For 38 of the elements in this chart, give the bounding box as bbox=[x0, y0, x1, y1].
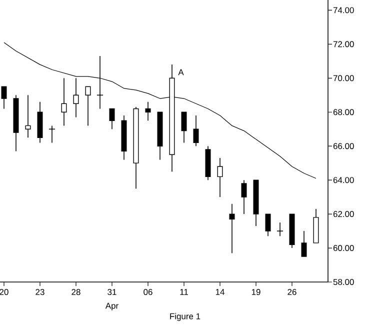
x-axis-title: Figure 1 bbox=[170, 313, 200, 321]
x-tick-label: 28 bbox=[72, 289, 80, 296]
y-tick-label: 72.00 bbox=[333, 41, 354, 48]
y-tick-label: 62.00 bbox=[333, 211, 354, 218]
x-tick-label: 06 bbox=[144, 289, 152, 296]
candlestick bbox=[145, 102, 151, 122]
x-tick-label: 26 bbox=[288, 289, 296, 296]
text: Apr bbox=[105, 302, 118, 310]
candlestick bbox=[109, 108, 115, 130]
annotation: A bbox=[178, 69, 184, 76]
candlestick bbox=[193, 115, 199, 146]
candlestick bbox=[25, 94, 31, 138]
y-tick-label: 68.00 bbox=[333, 109, 354, 116]
candlestick bbox=[301, 230, 307, 257]
candlestick bbox=[61, 78, 67, 126]
y-tick-label: 58.00 bbox=[333, 279, 354, 285]
candlestick bbox=[217, 158, 223, 198]
y-tick-label: 66.00 bbox=[333, 143, 354, 150]
candlestick bbox=[181, 112, 187, 144]
x-tick-label: 14 bbox=[216, 289, 224, 295]
candlestick bbox=[229, 203, 235, 254]
candlestick bbox=[265, 214, 271, 237]
candlestick bbox=[96, 56, 104, 110]
y-tick-label: 74.00 bbox=[333, 7, 354, 14]
x-tick-label: 23 bbox=[36, 289, 44, 296]
y-tick-label: 70.00 bbox=[333, 75, 354, 82]
candlestick bbox=[276, 222, 284, 237]
x-tick-label: 19 bbox=[252, 289, 260, 296]
candlestick bbox=[73, 78, 79, 118]
x-tick-label: 31 bbox=[108, 289, 116, 296]
x-tick-label: 20 bbox=[0, 289, 8, 296]
candlestick bbox=[1, 86, 7, 110]
y-tick-label: 60.00 bbox=[333, 245, 354, 252]
candlestick bbox=[241, 180, 247, 214]
candlestick bbox=[48, 125, 56, 144]
candlestick bbox=[85, 86, 91, 126]
y-tick-label: 64.00 bbox=[333, 177, 354, 184]
x-tick-label: 11 bbox=[180, 289, 188, 295]
